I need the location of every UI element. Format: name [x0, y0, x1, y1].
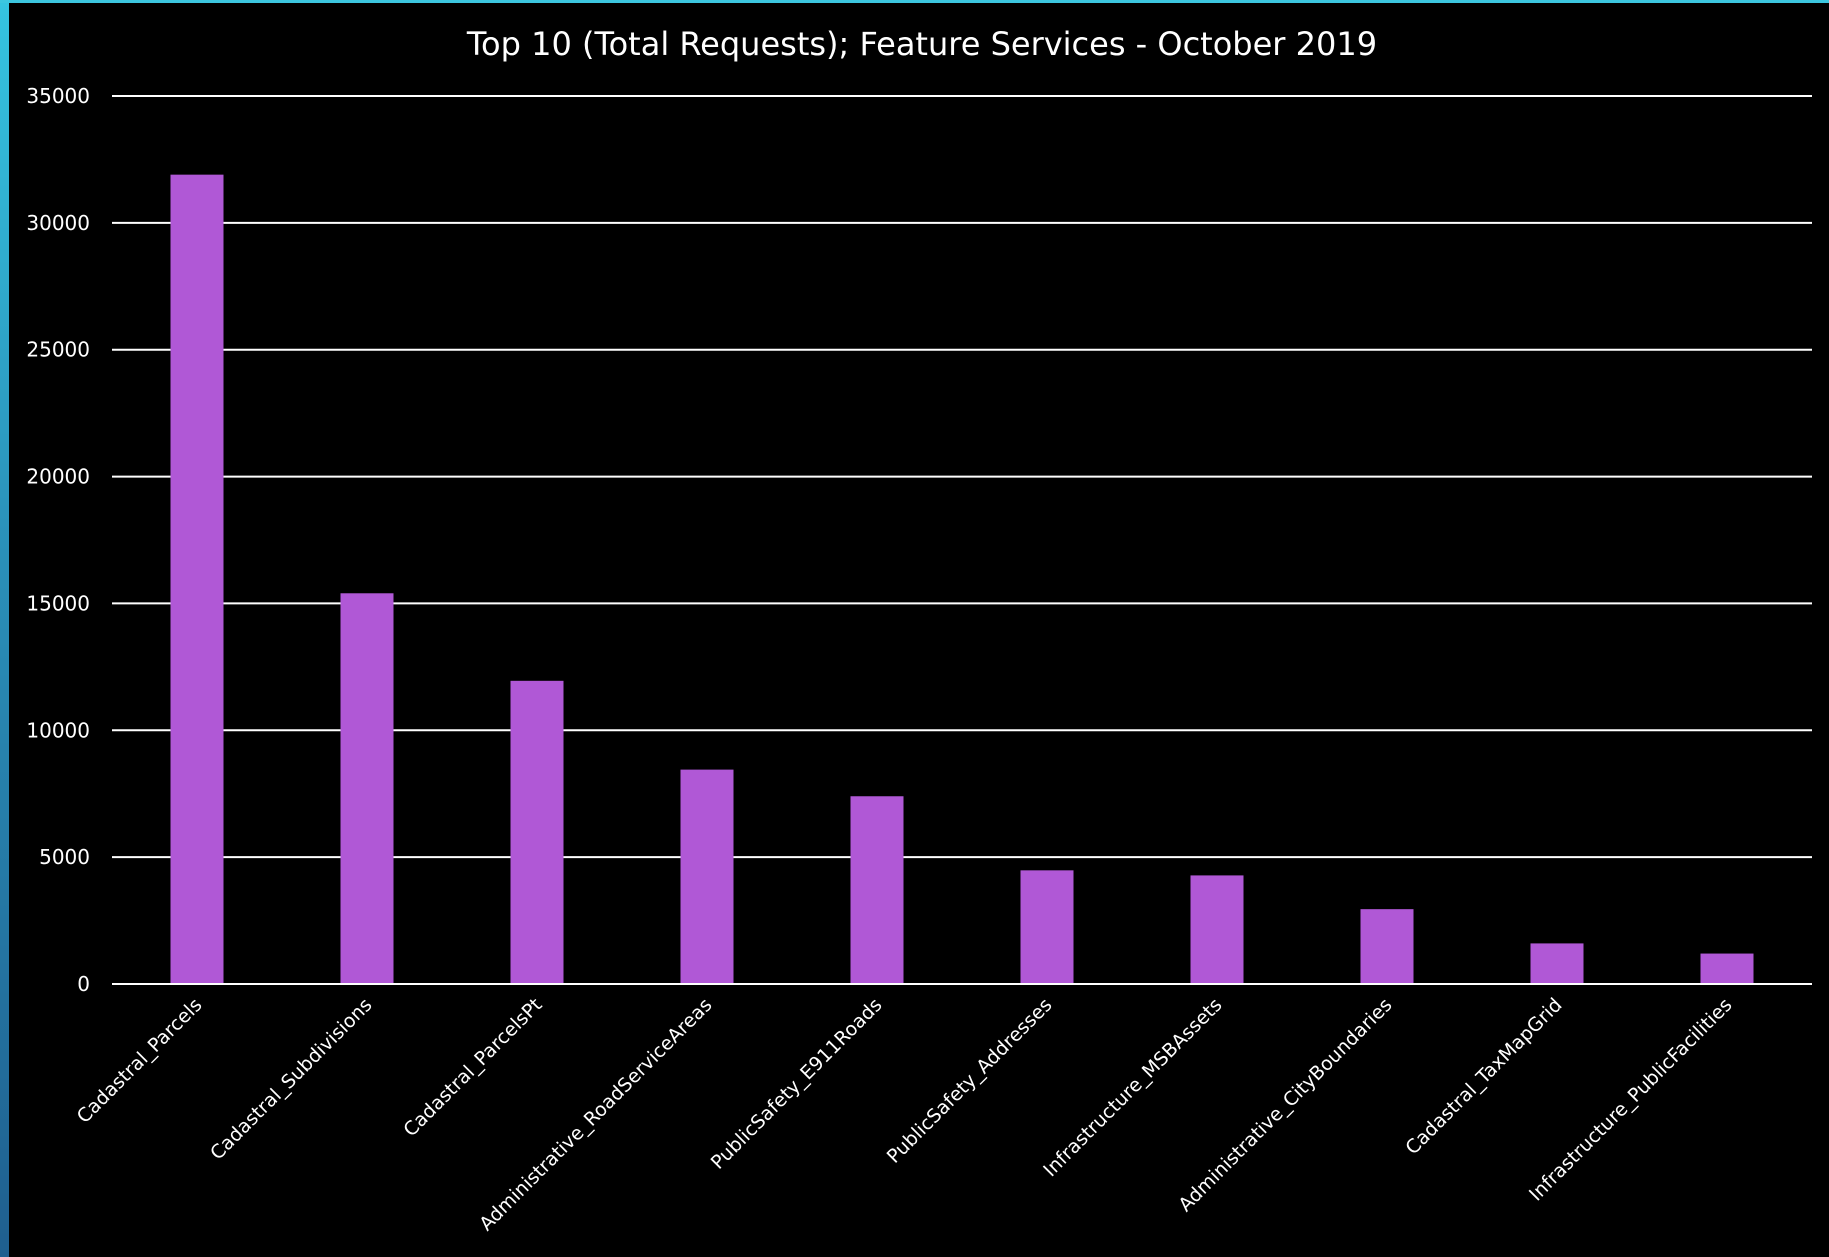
- y-axis-tick-labels: 0 5000 10000 15000 20000 25000 30000 35000: [26, 84, 90, 996]
- x-category-label: Cadastral_ParcelsPt: [399, 994, 546, 1141]
- accent-bar-top: [0, 0, 1829, 3]
- bar-administrative-cityboundaries: [1360, 909, 1414, 984]
- y-tick-label: 5000: [39, 845, 90, 869]
- bar-infrastructure-msbassets: [1190, 875, 1244, 984]
- bar-cadastral-subdivisions: [340, 593, 394, 984]
- y-tick-label: 35000: [26, 84, 90, 108]
- y-tick-label: 10000: [26, 718, 90, 742]
- x-category-label: PublicSafety_Addresses: [883, 994, 1057, 1168]
- bar-infrastructure-publicfacilities: [1700, 953, 1754, 984]
- y-tick-label: 0: [77, 972, 90, 996]
- bar-administrative-roadserviceareas: [680, 769, 734, 984]
- bar-cadastral-taxmapgrid: [1530, 943, 1584, 984]
- x-axis-category-labels: Cadastral_Parcels Cadastral_Subdivisions C…: [73, 994, 1737, 1235]
- x-category-label: Infrastructure_PublicFacilities: [1525, 994, 1737, 1206]
- y-tick-label: 20000: [26, 465, 90, 489]
- y-tick-label: 25000: [26, 338, 90, 362]
- y-tick-label: 15000: [26, 591, 90, 615]
- x-category-label: Cadastral_Parcels: [73, 994, 207, 1128]
- bars: [112, 174, 1812, 985]
- accent-bar-left: [0, 0, 9, 1257]
- y-tick-label: 30000: [26, 211, 90, 235]
- x-category-label: Cadastral_Subdivisions: [206, 994, 376, 1164]
- x-category-label: Cadastral_TaxMapGrid: [1401, 994, 1566, 1159]
- x-category-label: Infrastructure_MSBAssets: [1039, 994, 1226, 1181]
- bar-cadastral-parcelspt: [510, 680, 564, 984]
- chart-title: Top 10 (Total Requests); Feature Service…: [466, 25, 1377, 63]
- x-category-label: PublicSafety_E911Roads: [707, 994, 887, 1174]
- bar-publicsafety-addresses: [1020, 870, 1074, 984]
- bar-cadastral-parcels: [170, 174, 224, 984]
- bar-publicsafety-e911roads: [850, 796, 904, 984]
